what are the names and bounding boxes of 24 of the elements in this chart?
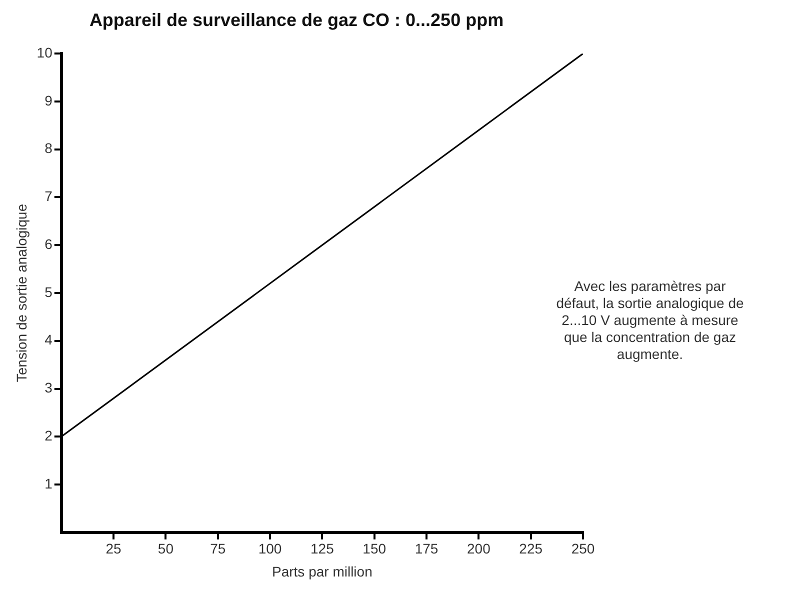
x-tick-label: 100 xyxy=(258,540,282,557)
y-tick-label: 10 xyxy=(36,44,53,60)
y-tick-label: 9 xyxy=(44,92,53,108)
y-tick-label: 5 xyxy=(44,284,53,300)
y-tick-label: 4 xyxy=(44,332,53,348)
x-tick-label: 50 xyxy=(158,540,174,557)
chart-title: Appareil de surveillance de gaz CO : 0...250 ppm xyxy=(89,10,504,30)
x-tick-label: 150 xyxy=(362,540,386,557)
annotation: Avec les paramètres par défaut, la sortie analogique de 2...10 V augmente à mesure que la concentration de gaz augmente. xyxy=(555,278,745,363)
x-tick-label: 175 xyxy=(414,540,438,557)
x-tick-label: 25 xyxy=(106,540,122,557)
x-tick-label: 225 xyxy=(519,540,543,557)
y-tick-label: 3 xyxy=(44,380,53,396)
y-tick-label: 8 xyxy=(44,140,53,156)
y-tick-label: 1 xyxy=(44,475,53,492)
y-tick-label: 6 xyxy=(44,236,53,252)
y-axis-title: Tension de sortie analogique xyxy=(13,204,30,382)
x-tick-label: 75 xyxy=(210,540,226,557)
x-tick-label: 250 xyxy=(571,540,595,557)
x-tick-label: 125 xyxy=(310,540,334,557)
x-axis-title: Parts par million xyxy=(272,563,372,580)
x-tick-label: 200 xyxy=(466,540,491,557)
y-tick-label: 7 xyxy=(44,188,53,204)
y-tick-label: 2 xyxy=(44,428,53,444)
